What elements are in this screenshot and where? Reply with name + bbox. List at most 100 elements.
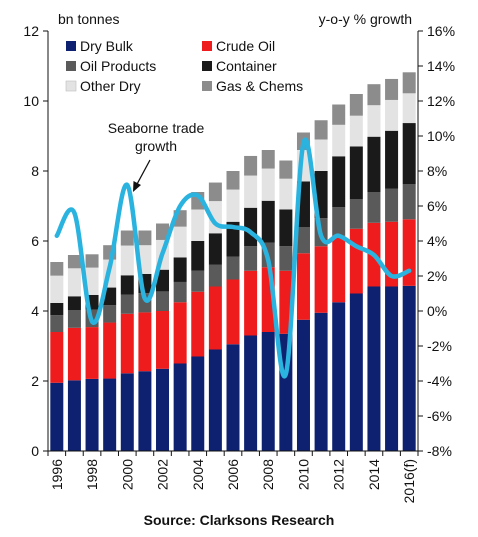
bar-gas-chems-2016(f) [402, 72, 416, 94]
right-tick-label: -4% [427, 373, 452, 389]
bar-container-1996 [50, 302, 64, 316]
bar-crude-oil-2001 [138, 312, 152, 372]
bar-dry-bulk-2000 [120, 373, 134, 451]
bar-other-dry-2003 [173, 226, 187, 258]
bar-other-dry-2014 [367, 105, 381, 137]
x-tick-label: 2012 [331, 459, 347, 490]
x-tick-label: 2014 [366, 459, 382, 490]
bar-gas-chems-1998 [85, 254, 99, 268]
bar-crude-oil-2010 [296, 253, 310, 320]
bar-container-2005 [208, 233, 222, 265]
growth-line [54, 137, 412, 379]
right-tick-label: 16% [427, 23, 455, 39]
bar-crude-oil-2000 [120, 313, 134, 374]
bar-oil-products-2006 [226, 256, 240, 280]
bar-container-2009 [279, 209, 293, 247]
bar-dry-bulk-1996 [50, 382, 64, 451]
bar-oil-products-2012 [332, 207, 346, 236]
legend-label-oil-products: Oil Products [80, 58, 156, 74]
bar-container-2013 [349, 146, 363, 199]
bar-stack-group [50, 72, 416, 451]
x-tick-label: 2008 [260, 459, 276, 490]
bar-other-dry-2011 [314, 139, 328, 171]
legend-label-crude-oil: Crude Oil [216, 38, 275, 54]
legend-label-dry-bulk: Dry Bulk [80, 38, 134, 54]
bar-dry-bulk-1999 [103, 378, 117, 451]
bar-gas-chems-2000 [120, 230, 134, 246]
legend-label-container: Container [216, 58, 277, 74]
x-tick-label: 2016(f) [401, 459, 417, 503]
bar-crude-oil-2004 [191, 291, 205, 357]
bar-other-dry-2000 [120, 245, 134, 276]
bar-dry-bulk-2004 [191, 356, 205, 451]
right-tick-label: -6% [427, 408, 452, 424]
bar-other-dry-2015 [385, 99, 399, 131]
bar-dry-bulk-1997 [67, 380, 81, 451]
bar-gas-chems-2002 [156, 223, 170, 240]
bar-crude-oil-2002 [156, 311, 170, 369]
bar-crude-oil-2011 [314, 246, 328, 313]
bar-oil-products-2003 [173, 281, 187, 303]
bar-crude-oil-2013 [349, 228, 363, 294]
bar-crude-oil-1999 [103, 322, 117, 379]
bar-container-2007 [244, 207, 258, 247]
bar-other-dry-2012 [332, 124, 346, 157]
source-note: Source: Clarksons Research [143, 512, 335, 528]
bar-container-2016(f) [402, 123, 416, 185]
bar-other-dry-2001 [138, 245, 152, 274]
legend-swatch-dry-bulk [66, 41, 76, 51]
bar-gas-chems-2001 [138, 230, 152, 246]
legend-swatch-oil-products [66, 61, 76, 71]
bar-dry-bulk-2002 [156, 368, 170, 451]
bar-gas-chems-2012 [332, 104, 346, 125]
bar-container-2003 [173, 257, 187, 282]
bar-gas-chems-2013 [349, 94, 363, 116]
bar-container-2012 [332, 156, 346, 208]
annotation-line1: Seaborne trade [108, 120, 205, 136]
bar-oil-products-2010 [296, 227, 310, 254]
bar-other-dry-2006 [226, 189, 240, 222]
bar-other-dry-2009 [279, 178, 293, 210]
bar-other-dry-2004 [191, 209, 205, 241]
legend-label-other-dry: Other Dry [80, 78, 141, 94]
x-tick-label: 2002 [155, 459, 171, 490]
x-tick-label: 2004 [190, 459, 206, 490]
right-tick-label: 14% [427, 58, 455, 74]
bar-crude-oil-1997 [67, 327, 81, 381]
x-tick-label: 2006 [225, 459, 241, 490]
left-axis-title: bn tonnes [58, 11, 120, 27]
right-tick-label: 2% [427, 268, 447, 284]
bar-gas-chems-2015 [385, 78, 399, 100]
bar-oil-products-2015 [385, 188, 399, 222]
bar-dry-bulk-2012 [332, 302, 346, 451]
bar-other-dry-2016(f) [402, 93, 416, 124]
bar-oil-products-1999 [103, 305, 117, 323]
bar-oil-products-2002 [156, 291, 170, 311]
bar-oil-products-2013 [349, 199, 363, 229]
x-tick-label: 1998 [84, 459, 100, 490]
annotation: Seaborne trade growth [108, 120, 205, 192]
bar-crude-oil-2016(f) [402, 219, 416, 286]
bar-crude-oil-2005 [208, 286, 222, 350]
bar-oil-products-1997 [67, 310, 81, 328]
right-tick-label: 8% [427, 163, 447, 179]
bar-other-dry-1998 [85, 267, 99, 295]
annotation-arrowhead [133, 181, 141, 192]
left-tick-label: 6 [31, 233, 39, 249]
bar-container-2000 [120, 275, 134, 295]
right-tick-label: 10% [427, 128, 455, 144]
left-tick-label: 4 [31, 303, 39, 319]
bar-dry-bulk-2014 [367, 286, 381, 451]
bar-dry-bulk-2015 [385, 286, 399, 451]
right-tick-label: 4% [427, 233, 447, 249]
bar-container-2015 [385, 130, 399, 189]
bar-other-dry-1997 [67, 268, 81, 297]
axes: 0 2 4 6 8 10 12 -8% -6% -4% -2% 0% 2% 4% 6% 8% 10% 12% 14%… [23, 23, 455, 503]
right-axis-title: y-o-y % growth [319, 11, 412, 27]
right-tick-label: 12% [427, 93, 455, 109]
bar-gas-chems-2006 [226, 171, 240, 190]
legend-swatch-crude-oil [202, 41, 212, 51]
annotation-arrow [135, 159, 151, 187]
bar-gas-chems-2011 [314, 120, 328, 140]
